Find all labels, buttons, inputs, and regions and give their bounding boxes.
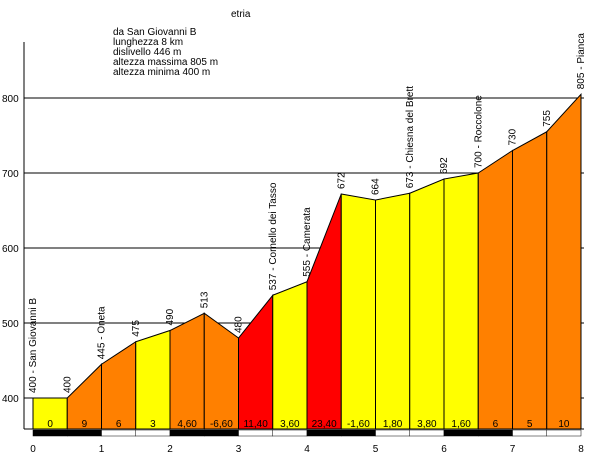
scale-bar-block xyxy=(443,429,479,437)
gradient-label: 0 xyxy=(47,419,53,430)
point-label: 490 xyxy=(165,308,176,325)
gradient-labels: 0 9 6 3 4,60 -6,60 11,40 3,60 23,40 -1,60 1,80 3,80… xyxy=(47,419,570,430)
scale-bar-block xyxy=(375,429,410,437)
scale-bar-block xyxy=(272,429,308,437)
y-tick-label: 600 xyxy=(2,244,19,255)
gradient-label: 4,60 xyxy=(177,419,197,430)
profile-segment xyxy=(272,281,308,430)
point-label: 672 xyxy=(336,172,347,189)
chart-title: etria xyxy=(231,9,251,20)
route-info: da San Giovanni B lunghezza 8 km dislive… xyxy=(113,27,218,78)
y-tick-label: 800 xyxy=(2,94,19,105)
gradient-label: -1,60 xyxy=(347,419,370,430)
point-label: 692 xyxy=(439,157,450,174)
info-min-height: altezza minima 400 m xyxy=(113,67,210,78)
scale-bar-block xyxy=(306,429,342,437)
scale-bar-block xyxy=(135,429,171,437)
gradient-label: 9 xyxy=(82,419,88,430)
x-axis: 0 1 2 3 4 5 6 7 8 xyxy=(24,428,584,455)
gradient-label: 3,80 xyxy=(417,419,437,430)
scale-bar-block xyxy=(409,429,445,437)
gradient-label: 5 xyxy=(527,419,533,430)
x-tick-label: 1 xyxy=(99,444,105,455)
x-tick-label: 6 xyxy=(441,444,447,455)
x-tick-label: 4 xyxy=(304,444,310,455)
scale-bar-block xyxy=(341,429,376,437)
scale-bar-block xyxy=(67,429,102,437)
gradient-label: 6 xyxy=(116,419,122,430)
y-axis: 400 500 600 700 800 xyxy=(2,42,25,429)
y-tick-label: 400 xyxy=(2,394,19,405)
y-tick-label: 700 xyxy=(2,169,19,180)
point-label: 537 - Cornello dei Tasso xyxy=(268,182,279,290)
gradient-label: 6 xyxy=(493,419,499,430)
y-tick-label: 500 xyxy=(2,319,19,330)
point-label: 700 - Roccolone xyxy=(473,95,484,168)
x-tick-label: 2 xyxy=(167,444,173,455)
gradient-label: 1,80 xyxy=(383,419,403,430)
profile-segment xyxy=(340,193,376,430)
gradient-label: -6,60 xyxy=(210,419,233,430)
x-tick-label: 7 xyxy=(510,444,516,455)
profile-segment xyxy=(443,172,479,430)
point-label: 513 xyxy=(199,291,210,308)
info-max-height: altezza massima 805 m xyxy=(113,57,218,68)
scale-bar-block xyxy=(546,429,582,437)
profile-segment xyxy=(477,149,513,430)
point-label: 673 - Chiesna del Brett xyxy=(405,86,416,189)
profile-segment xyxy=(409,178,445,430)
profile-segment xyxy=(375,192,411,430)
scale-bar-block xyxy=(478,429,513,437)
gradient-label: 23,40 xyxy=(312,419,337,430)
scale-bar-block xyxy=(238,429,273,437)
info-start: da San Giovanni B xyxy=(113,27,197,38)
info-climb: dislivello 446 m xyxy=(113,47,181,58)
point-label: 664 xyxy=(371,178,382,195)
x-tick-label: 8 xyxy=(578,444,584,455)
profile-segment xyxy=(546,92,582,430)
point-label: 805 - Pianca xyxy=(576,33,587,90)
point-label: 445 - Oneta xyxy=(97,306,108,359)
profile-segment xyxy=(135,329,171,430)
point-label: 400 - San Giovanni B xyxy=(28,298,39,393)
point-label: 480 xyxy=(234,316,245,333)
profile-segment xyxy=(169,312,205,430)
point-label: 755 xyxy=(542,110,553,127)
scale-bar-block xyxy=(204,429,239,437)
scale-bar-block xyxy=(101,429,136,437)
x-tick-label: 5 xyxy=(373,444,379,455)
profile-segments xyxy=(32,92,582,430)
point-label: 730 xyxy=(508,128,519,145)
distance-scale-bar xyxy=(32,429,582,437)
gradient-label: 1,60 xyxy=(451,419,471,430)
info-length: lunghezza 8 km xyxy=(113,37,183,48)
x-tick-label: 0 xyxy=(30,444,36,455)
gradient-label: 3,60 xyxy=(280,419,300,430)
point-label: 555 - Camerata xyxy=(302,207,313,277)
point-label: 400 xyxy=(62,376,73,393)
point-labels: 400 - San Giovanni B 400 445 - Oneta 475 490… xyxy=(28,33,587,393)
point-label: 475 xyxy=(131,320,142,337)
profile-segment xyxy=(238,293,274,430)
gradient-label: 10 xyxy=(558,419,570,430)
scale-bar-block xyxy=(169,429,205,437)
scale-bar-block xyxy=(512,429,547,437)
gradient-label: 11,40 xyxy=(243,419,268,430)
profile-segment xyxy=(512,130,548,430)
gradient-label: 3 xyxy=(150,419,156,430)
x-tick-label: 3 xyxy=(236,444,242,455)
scale-bar-block xyxy=(32,429,68,437)
